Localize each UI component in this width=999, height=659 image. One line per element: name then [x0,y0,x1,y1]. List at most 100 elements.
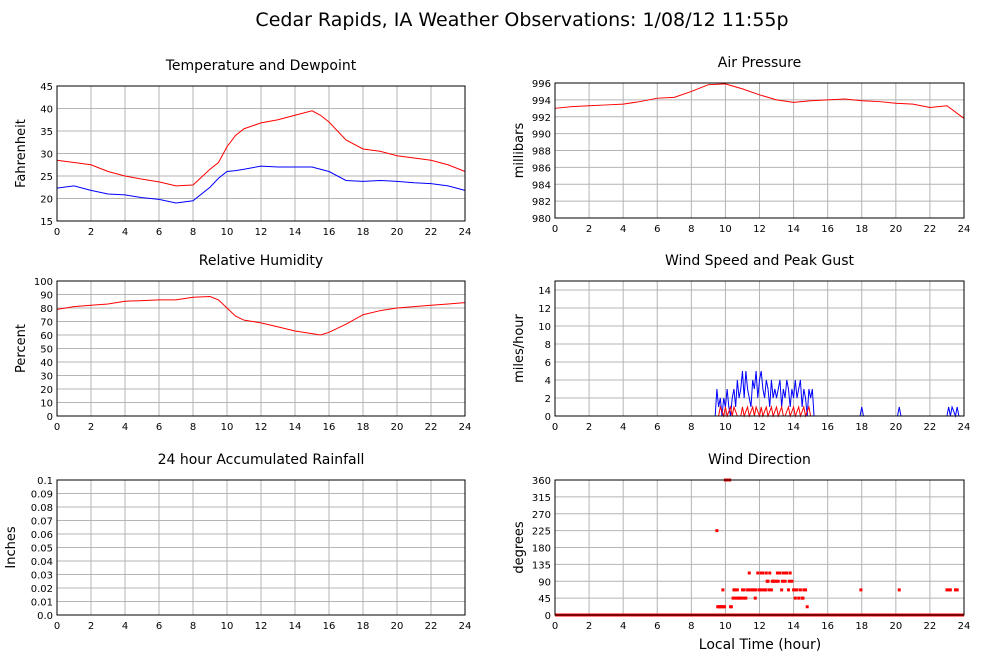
data-point [801,596,805,600]
data-point [767,588,771,592]
data-point [788,571,792,575]
y-tick-label: 40 [40,358,53,369]
data-point [804,588,808,592]
x-tick-label: 24 [958,422,971,433]
y-axis-label: degrees [512,521,527,574]
y-tick-label: 980 [532,214,551,225]
data-point [776,579,780,583]
data-point [740,588,744,592]
x-tick-label: 22 [924,224,937,235]
data-point [782,571,786,575]
chart-title: Wind Direction [708,452,811,468]
x-tick-label: 24 [958,224,971,235]
y-tick-label: 0.03 [31,571,53,582]
y-tick-label: 0 [47,412,53,423]
x-tick-label: 8 [688,621,694,632]
x-tick-label: 4 [620,224,626,235]
series-line [56,296,466,336]
y-tick-label: 30 [40,150,53,161]
data-point [897,588,901,592]
x-tick-label: 16 [323,621,336,632]
x-tick-label: 12 [255,422,268,433]
x-tick-label: 2 [586,621,592,632]
x-tick-label: 6 [156,621,162,632]
y-tick-label: 988 [532,147,551,158]
plot-frame [554,479,965,616]
y-tick-label: 0.0 [37,611,53,622]
x-tick-label: 18 [855,422,868,433]
x-tick-label: 0 [552,621,558,632]
y-tick-label: 2 [545,394,551,405]
x-tick-label: 24 [459,621,472,632]
y-axis-label: Fahrenheit [14,119,29,188]
y-tick-label: 50 [40,345,53,356]
data-point [797,596,801,600]
x-tick-label: 20 [889,422,902,433]
data-point [798,588,802,592]
x-tick-label: 18 [357,422,370,433]
x-tick-label: 0 [54,621,60,632]
x-tick-label: 0 [552,224,558,235]
data-point [775,579,779,583]
x-tick-label: 22 [425,422,438,433]
y-tick-label: 90 [538,577,551,588]
x-tick-label: 10 [221,621,234,632]
y-tick-label: 0.05 [31,544,53,555]
y-tick-label: 315 [532,493,551,504]
x-tick-label: 12 [753,621,766,632]
y-tick-label: 4 [545,376,551,387]
y-tick-label: 0 [545,412,551,423]
x-tick-label: 14 [289,422,302,433]
data-point [764,571,768,575]
plot-frame [554,280,965,417]
data-point [780,588,784,592]
y-tick-label: 0.02 [31,584,53,595]
data-point [778,571,782,575]
chart-title: Air Pressure [718,55,801,71]
x-tick-label: 2 [88,422,94,433]
x-tick-label: 4 [122,422,128,433]
data-point [795,588,799,592]
x-tick-label: 4 [620,422,626,433]
data-point [786,588,790,592]
data-point [729,605,733,609]
y-axis-label: Percent [14,324,29,373]
x-tick-label: 10 [719,224,732,235]
x-tick-label: 20 [391,422,404,433]
y-tick-label: 10 [538,322,551,333]
x-tick-label: 6 [156,227,162,238]
data-point [737,596,741,600]
y-tick-label: 0.04 [31,557,53,568]
plot-frame [56,280,466,417]
chart-title: Relative Humidity [199,253,323,269]
series-line [555,405,964,418]
x-tick-label: 24 [958,621,971,632]
x-tick-label: 22 [924,621,937,632]
data-point [753,596,757,600]
x-tick-label: 20 [889,224,902,235]
plot-frame [554,82,965,219]
y-tick-label: 992 [532,113,551,124]
x-tick-label: 12 [255,621,268,632]
x-tick-label: 14 [787,621,800,632]
x-tick-label: 6 [654,224,660,235]
series-line [56,110,466,187]
data-point [751,588,755,592]
data-point [763,588,767,592]
y-tick-label: 0.01 [31,598,53,609]
y-axis-label: millibars [512,123,527,179]
data-point [731,596,735,600]
data-point [781,579,785,583]
y-tick-label: 90 [40,291,53,302]
data-point [756,571,760,575]
data-point [945,588,949,592]
chart-title: Wind Speed and Peak Gust [665,253,854,269]
y-tick-label: 225 [532,527,551,538]
plot-frame [56,85,466,222]
y-tick-label: 0.08 [31,503,53,514]
series-line [554,83,965,119]
x-tick-label: 18 [357,621,370,632]
data-point [759,571,763,575]
